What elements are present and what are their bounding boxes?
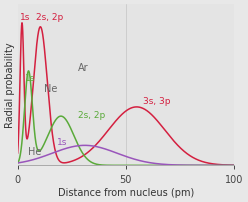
- Text: He: He: [29, 146, 42, 156]
- Text: 1s: 1s: [20, 13, 31, 22]
- Text: 2s, 2p: 2s, 2p: [78, 110, 105, 120]
- Text: Ar: Ar: [78, 63, 89, 73]
- Text: Ne: Ne: [44, 84, 57, 94]
- Text: 3s, 3p: 3s, 3p: [143, 97, 171, 106]
- Y-axis label: Radial probability: Radial probability: [5, 43, 15, 128]
- X-axis label: Distance from nucleus (pm): Distance from nucleus (pm): [58, 187, 194, 197]
- Text: 2s, 2p: 2s, 2p: [36, 13, 63, 22]
- Text: 1s: 1s: [57, 137, 67, 146]
- Text: 1s: 1s: [25, 74, 35, 83]
